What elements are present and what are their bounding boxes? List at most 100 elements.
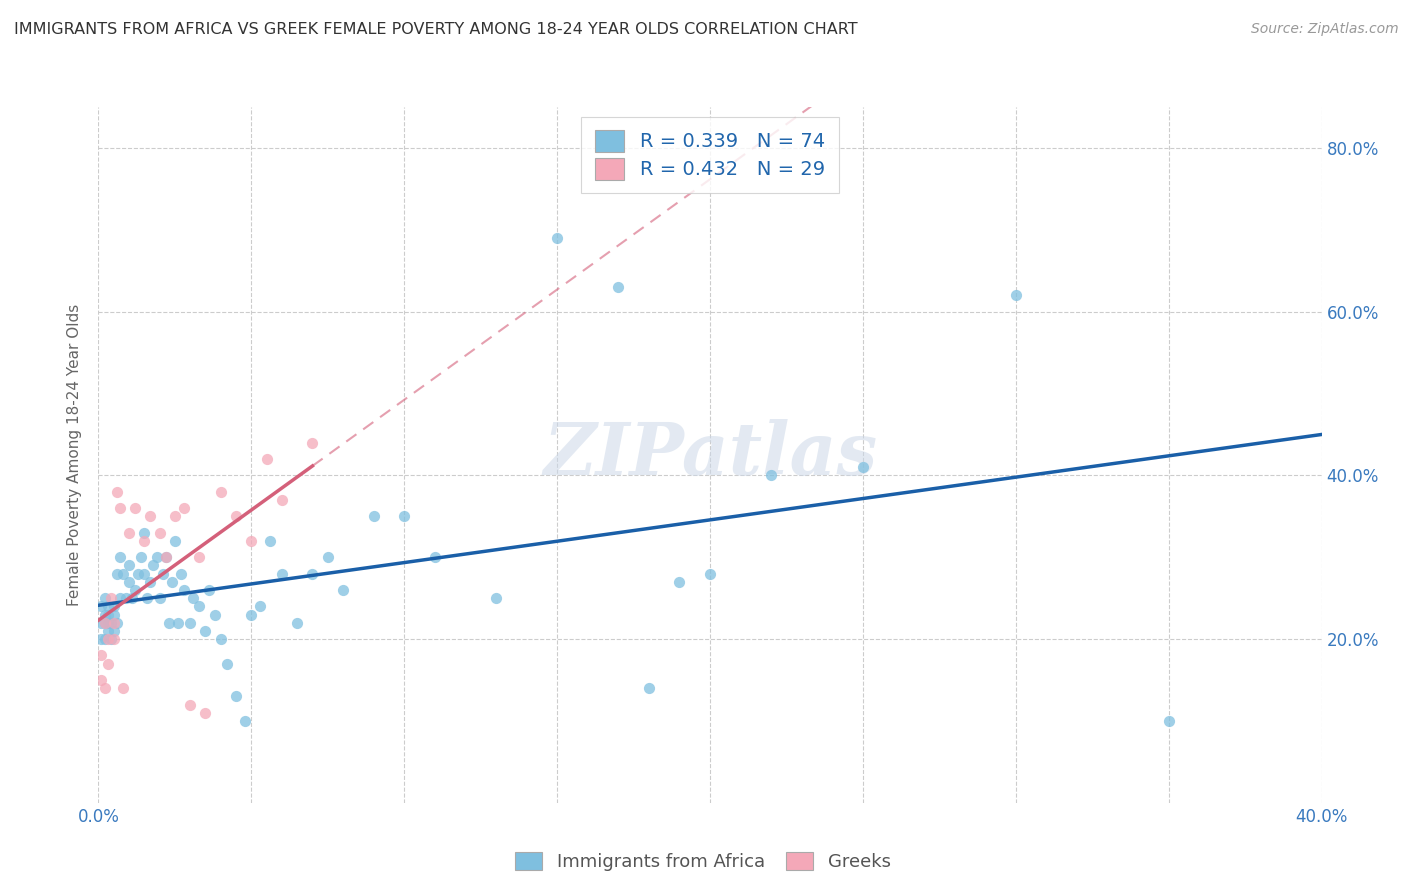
Point bbox=[170, 566, 193, 581]
Point bbox=[97, 624, 120, 638]
Point bbox=[103, 599, 125, 614]
Point bbox=[699, 566, 721, 581]
Text: Source: ZipAtlas.com: Source: ZipAtlas.com bbox=[1251, 22, 1399, 37]
Point bbox=[124, 582, 146, 597]
Point bbox=[93, 615, 115, 630]
Point bbox=[93, 632, 115, 646]
Point bbox=[233, 714, 256, 728]
Point bbox=[103, 632, 125, 646]
Point bbox=[118, 558, 141, 573]
Point bbox=[256, 452, 278, 467]
Point bbox=[149, 591, 172, 606]
Point bbox=[97, 632, 120, 646]
Point bbox=[173, 582, 195, 597]
Point bbox=[155, 550, 177, 565]
Point bbox=[134, 533, 156, 548]
Point bbox=[139, 574, 162, 589]
Point bbox=[270, 492, 292, 507]
Point bbox=[546, 231, 568, 245]
Point bbox=[103, 615, 125, 630]
Point bbox=[90, 673, 112, 687]
Point bbox=[1004, 288, 1026, 302]
Point bbox=[90, 599, 112, 614]
Point bbox=[332, 582, 354, 597]
Point bbox=[145, 550, 167, 565]
Point bbox=[103, 624, 125, 638]
Point bbox=[316, 550, 339, 565]
Text: ZIPatlas: ZIPatlas bbox=[543, 419, 877, 491]
Point bbox=[139, 509, 162, 524]
Point bbox=[194, 706, 217, 720]
Point bbox=[179, 615, 201, 630]
Point bbox=[118, 525, 141, 540]
Point bbox=[90, 615, 112, 630]
Point bbox=[301, 566, 323, 581]
Point bbox=[97, 599, 120, 614]
Point bbox=[93, 681, 115, 696]
Point bbox=[392, 509, 416, 524]
Point bbox=[129, 550, 152, 565]
Point bbox=[270, 566, 292, 581]
Point bbox=[105, 566, 128, 581]
Point bbox=[194, 624, 217, 638]
Point bbox=[285, 615, 308, 630]
Point bbox=[108, 591, 131, 606]
Point bbox=[136, 591, 159, 606]
Point bbox=[173, 501, 195, 516]
Point bbox=[215, 657, 238, 671]
Point bbox=[90, 632, 112, 646]
Point bbox=[115, 591, 138, 606]
Point bbox=[637, 681, 661, 696]
Point bbox=[423, 550, 446, 565]
Point bbox=[90, 648, 112, 663]
Point bbox=[225, 509, 247, 524]
Point bbox=[149, 525, 172, 540]
Point bbox=[93, 591, 115, 606]
Point bbox=[103, 607, 125, 622]
Point bbox=[163, 533, 186, 548]
Point bbox=[204, 607, 226, 622]
Point bbox=[100, 591, 122, 606]
Point bbox=[181, 591, 204, 606]
Point bbox=[157, 615, 180, 630]
Point bbox=[97, 615, 120, 630]
Point bbox=[167, 615, 190, 630]
Point bbox=[97, 657, 120, 671]
Point bbox=[134, 566, 156, 581]
Point bbox=[209, 632, 232, 646]
Legend: R = 0.339   N = 74, R = 0.432   N = 29: R = 0.339 N = 74, R = 0.432 N = 29 bbox=[582, 117, 838, 194]
Point bbox=[108, 501, 131, 516]
Point bbox=[1157, 714, 1180, 728]
Point bbox=[759, 468, 782, 483]
Text: IMMIGRANTS FROM AFRICA VS GREEK FEMALE POVERTY AMONG 18-24 YEAR OLDS CORRELATION: IMMIGRANTS FROM AFRICA VS GREEK FEMALE P… bbox=[14, 22, 858, 37]
Point bbox=[607, 280, 630, 294]
Point bbox=[188, 550, 211, 565]
Point bbox=[97, 607, 120, 622]
Point bbox=[111, 681, 134, 696]
Point bbox=[240, 533, 263, 548]
Y-axis label: Female Poverty Among 18-24 Year Olds: Female Poverty Among 18-24 Year Olds bbox=[67, 304, 83, 606]
Point bbox=[209, 484, 232, 499]
Point bbox=[852, 460, 875, 475]
Point bbox=[105, 615, 128, 630]
Point bbox=[485, 591, 508, 606]
Point bbox=[100, 615, 122, 630]
Point bbox=[301, 435, 323, 450]
Point bbox=[163, 509, 186, 524]
Point bbox=[188, 599, 211, 614]
Point bbox=[127, 566, 149, 581]
Point bbox=[363, 509, 385, 524]
Point bbox=[225, 690, 247, 704]
Point bbox=[668, 574, 690, 589]
Point bbox=[121, 591, 143, 606]
Point bbox=[108, 550, 131, 565]
Point bbox=[152, 566, 174, 581]
Point bbox=[179, 698, 201, 712]
Point bbox=[197, 582, 219, 597]
Point bbox=[134, 525, 156, 540]
Point bbox=[93, 615, 115, 630]
Point bbox=[249, 599, 271, 614]
Point bbox=[124, 501, 146, 516]
Point bbox=[160, 574, 183, 589]
Point bbox=[105, 484, 128, 499]
